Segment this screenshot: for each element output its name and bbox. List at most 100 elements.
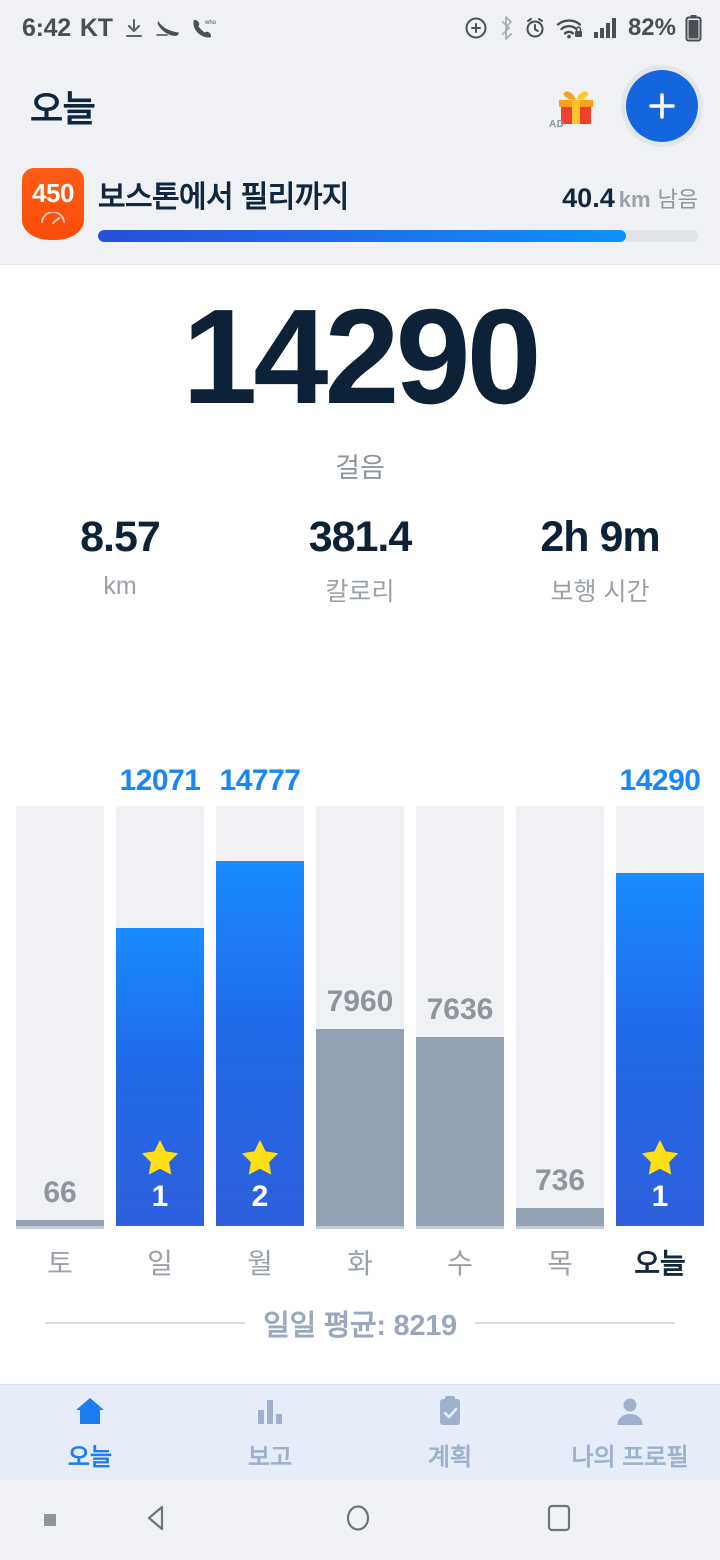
challenge-badge: 450 xyxy=(22,168,84,240)
tab-today-label: 오늘 xyxy=(67,1443,113,1471)
step-count: 14290 xyxy=(182,281,541,432)
status-bar-right: 82% xyxy=(463,14,702,42)
column-axis-line xyxy=(516,1226,604,1229)
chart-column[interactable]: 12071 1 일 xyxy=(110,642,210,1282)
tab-today[interactable]: 오늘 xyxy=(0,1394,180,1472)
column-day-label: 목 xyxy=(547,1248,573,1279)
app-bar: 오늘 AD xyxy=(0,56,720,156)
challenge-banner[interactable]: 450 보스톤에서 필리까지 40.4 km 남음 xyxy=(0,156,720,265)
tab-profile[interactable]: 나의 프로필 xyxy=(540,1394,720,1472)
bar-track: 7960 xyxy=(316,806,404,1226)
streak-count: 1 xyxy=(151,1179,169,1213)
pedometer-shoe-icon xyxy=(155,16,181,40)
column-day-label: 월 xyxy=(247,1248,273,1279)
tab-report[interactable]: 보고 xyxy=(180,1394,360,1472)
home-icon xyxy=(71,1394,109,1433)
streak-badge: 1 xyxy=(616,1138,704,1213)
column-day-label: 화 xyxy=(347,1248,373,1279)
plus-icon xyxy=(649,93,675,119)
challenge-progress-bar xyxy=(98,230,698,242)
gift-ad-label: AD xyxy=(549,119,565,130)
chart-column[interactable]: 7960 화 xyxy=(310,642,410,1282)
challenge-distance-unit: km xyxy=(618,187,651,212)
home-circle-icon[interactable] xyxy=(341,1501,375,1540)
weekly-chart: 66 토 12071 1 일 14777 2 월 7960 화 7636 수 736 목 14290 1 오늘 … xyxy=(0,642,720,1344)
bar-value-label: 14290 xyxy=(619,764,701,797)
keyboard-indicator-dot xyxy=(44,1514,56,1526)
battery-icon xyxy=(685,14,702,42)
streak-badge: 1 xyxy=(116,1138,204,1213)
step-count-label: 걸음 xyxy=(335,453,385,483)
bar xyxy=(516,1208,604,1226)
avg-divider-right xyxy=(474,1322,675,1324)
chart-column[interactable]: 14290 1 오늘 xyxy=(610,642,710,1282)
page-title: 오늘 xyxy=(30,88,96,129)
streak-count: 1 xyxy=(651,1179,669,1213)
bar-chart-icon xyxy=(253,1394,287,1433)
wifi-lock-icon xyxy=(556,16,584,40)
bar-track: 1 xyxy=(116,806,204,1226)
system-navigation-bar xyxy=(0,1480,720,1560)
person-icon xyxy=(613,1394,647,1433)
bluetooth-icon xyxy=(498,15,514,41)
column-day-label: 일 xyxy=(147,1248,173,1279)
challenge-content: 보스톤에서 필리까지 40.4 km 남음 xyxy=(98,168,698,242)
stat-calories-value: 381.4 xyxy=(308,513,413,561)
battery-percent-label: 82% xyxy=(627,14,676,41)
recents-square-icon[interactable] xyxy=(542,1501,576,1540)
bar-value-label: 7636 xyxy=(426,993,494,1026)
stats-row: 8.57 km 381.4 칼로리 2h 9m 보행 시간 xyxy=(0,513,720,608)
whoscall-phone-icon: who xyxy=(190,16,216,40)
gift-button[interactable]: AD xyxy=(548,78,604,134)
speedometer-icon xyxy=(40,210,66,229)
status-bar: 6:42 KT who 82% xyxy=(0,0,720,56)
bar: 2 xyxy=(216,861,304,1226)
chart-column[interactable]: 14777 2 월 xyxy=(210,642,310,1282)
avg-divider-left xyxy=(45,1322,246,1324)
column-axis-line xyxy=(116,1226,204,1229)
column-day-label: 토 xyxy=(47,1248,73,1279)
stat-distance: 8.57 km xyxy=(0,513,240,608)
stat-walk-time-unit: 보행 시간 xyxy=(550,578,650,606)
bar: 1 xyxy=(616,873,704,1226)
chart-column[interactable]: 66 토 xyxy=(10,642,110,1282)
star-icon xyxy=(640,1138,680,1181)
chart-column[interactable]: 7636 수 xyxy=(410,642,510,1282)
tab-profile-label: 나의 프로필 xyxy=(571,1443,689,1471)
challenge-remaining-word: 남음 xyxy=(657,187,698,212)
add-button[interactable] xyxy=(626,70,698,142)
daily-average-label: 일일 평균: 8219 xyxy=(263,1310,457,1342)
column-axis-line xyxy=(316,1226,404,1229)
gift-icon xyxy=(559,91,593,124)
bottom-navigation: 오늘 보고 계획 나의 프로필 xyxy=(0,1384,720,1480)
tab-report-label: 보고 xyxy=(247,1443,293,1471)
back-triangle-icon[interactable] xyxy=(140,1501,174,1540)
status-carrier: KT xyxy=(79,13,113,42)
bar-track: 736 xyxy=(516,806,604,1226)
bar: 1 xyxy=(116,928,204,1226)
data-saver-icon xyxy=(463,15,489,41)
challenge-progress-fill xyxy=(98,230,626,242)
column-axis-line xyxy=(16,1226,104,1229)
bar-track: 7636 xyxy=(416,806,504,1226)
challenge-name: 보스톤에서 필리까지 xyxy=(98,181,349,214)
star-icon xyxy=(240,1138,280,1181)
chart-column[interactable]: 736 목 xyxy=(510,642,610,1282)
bar xyxy=(316,1029,404,1226)
challenge-distance: 40.4 xyxy=(562,183,615,213)
stat-walk-time: 2h 9m 보행 시간 xyxy=(480,513,720,608)
download-arrow-icon xyxy=(122,16,146,40)
tab-plan[interactable]: 계획 xyxy=(360,1394,540,1472)
status-time: 6:42 xyxy=(22,13,71,42)
clipboard-check-icon xyxy=(434,1394,466,1433)
daily-average-row: 일일 평균: 8219 xyxy=(10,1302,710,1344)
stat-walk-time-value: 2h 9m xyxy=(540,513,660,561)
bar-track: 66 xyxy=(16,806,104,1226)
stat-distance-value: 8.57 xyxy=(80,513,161,561)
column-axis-line xyxy=(616,1226,704,1229)
hero-section: 14290 걸음 xyxy=(0,265,720,485)
streak-badge: 2 xyxy=(216,1138,304,1213)
bar-value-label: 12071 xyxy=(119,764,201,797)
status-bar-left: 6:42 KT who xyxy=(22,14,216,43)
alarm-icon xyxy=(523,16,547,40)
